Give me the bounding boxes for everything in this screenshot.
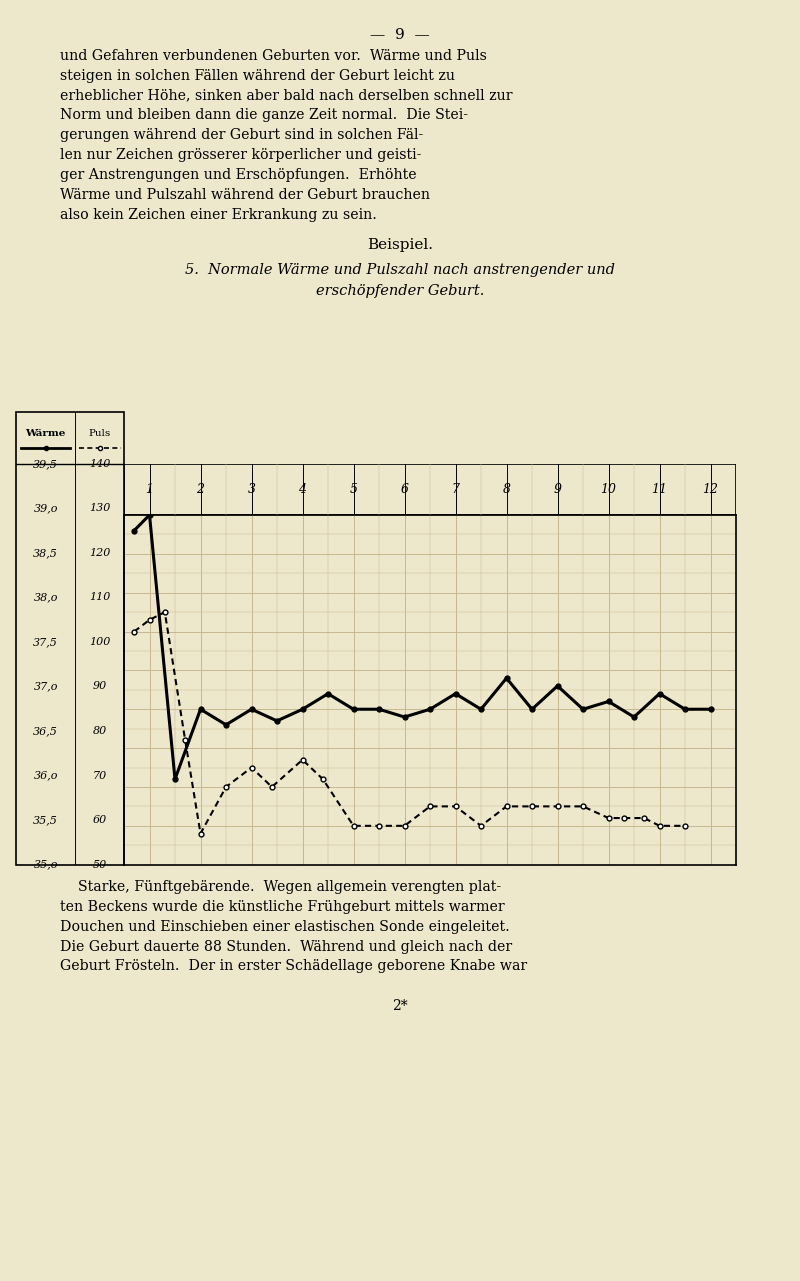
Text: Beispiel.: Beispiel. (367, 238, 433, 251)
Text: Wärme und Pulszahl während der Geburt brauchen: Wärme und Pulszahl während der Geburt br… (60, 188, 430, 201)
Text: 37,o: 37,o (34, 681, 58, 692)
Text: len nur Zeichen grösserer körperlicher und geisti-: len nur Zeichen grösserer körperlicher u… (60, 149, 422, 161)
Text: Geburt Frösteln.  Der in erster Schädellage geborene Knabe war: Geburt Frösteln. Der in erster Schädella… (60, 959, 527, 974)
Text: 38,o: 38,o (34, 592, 58, 602)
Text: ger Anstrengungen und Erschöpfungen.  Erhöhte: ger Anstrengungen und Erschöpfungen. Erh… (60, 168, 417, 182)
Text: 80: 80 (93, 726, 107, 737)
Text: 39,5: 39,5 (34, 459, 58, 469)
Text: 37,5: 37,5 (34, 637, 58, 647)
Text: 90: 90 (93, 681, 107, 692)
Text: 100: 100 (89, 637, 110, 647)
Text: 5: 5 (350, 483, 358, 496)
Text: Puls: Puls (89, 429, 111, 438)
Text: 8: 8 (502, 483, 510, 496)
Text: gerungen während der Geburt sind in solchen Fäl-: gerungen während der Geburt sind in solc… (60, 128, 423, 142)
Text: Die Geburt dauerte 88 Stunden.  Während und gleich nach der: Die Geburt dauerte 88 Stunden. Während u… (60, 940, 512, 953)
Text: 2*: 2* (392, 999, 408, 1012)
Text: 70: 70 (93, 771, 107, 780)
Text: 120: 120 (89, 548, 110, 557)
Text: 60: 60 (93, 815, 107, 825)
Text: 38,5: 38,5 (34, 548, 58, 557)
Text: Norm und bleiben dann die ganze Zeit normal.  Die Stei-: Norm und bleiben dann die ganze Zeit nor… (60, 109, 468, 122)
Text: 39,o: 39,o (34, 503, 58, 514)
Text: 10: 10 (601, 483, 617, 496)
Text: 2: 2 (197, 483, 205, 496)
Text: 1: 1 (146, 483, 154, 496)
Text: 110: 110 (89, 592, 110, 602)
Text: 4: 4 (298, 483, 306, 496)
Text: 3: 3 (247, 483, 255, 496)
Text: steigen in solchen Fällen während der Geburt leicht zu: steigen in solchen Fällen während der Ge… (60, 68, 455, 82)
Text: 140: 140 (89, 459, 110, 469)
Text: erheblicher Höhe, sinken aber bald nach derselben schnell zur: erheblicher Höhe, sinken aber bald nach … (60, 88, 513, 102)
Text: 35,5: 35,5 (34, 815, 58, 825)
Text: 12: 12 (702, 483, 718, 496)
Text: erschöpfender Geburt.: erschöpfender Geburt. (316, 284, 484, 297)
Text: —  9  —: — 9 — (370, 28, 430, 42)
Text: 7: 7 (451, 483, 459, 496)
Text: 130: 130 (89, 503, 110, 514)
Text: 11: 11 (651, 483, 667, 496)
Text: Starke, Fünftgebärende.  Wegen allgemein verengten plat-: Starke, Fünftgebärende. Wegen allgemein … (60, 880, 501, 894)
Text: 50: 50 (93, 860, 107, 870)
Text: also kein Zeichen einer Erkrankung zu sein.: also kein Zeichen einer Erkrankung zu se… (60, 208, 377, 222)
Text: 36,o: 36,o (34, 771, 58, 780)
Text: Douchen und Einschieben einer elastischen Sonde eingeleitet.: Douchen und Einschieben einer elastische… (60, 920, 510, 934)
Text: 9: 9 (554, 483, 562, 496)
Text: und Gefahren verbundenen Geburten vor.  Wärme und Puls: und Gefahren verbundenen Geburten vor. W… (60, 49, 487, 63)
Text: ten Beckens wurde die künstliche Frühgeburt mittels warmer: ten Beckens wurde die künstliche Frühgeb… (60, 899, 505, 913)
Text: 6: 6 (401, 483, 409, 496)
Text: 5.  Normale Wärme und Pulszahl nach anstrengender und: 5. Normale Wärme und Pulszahl nach anstr… (185, 264, 615, 277)
Text: 36,5: 36,5 (34, 726, 58, 737)
Text: Wärme: Wärme (26, 429, 66, 438)
Text: 35,o: 35,o (34, 860, 58, 870)
